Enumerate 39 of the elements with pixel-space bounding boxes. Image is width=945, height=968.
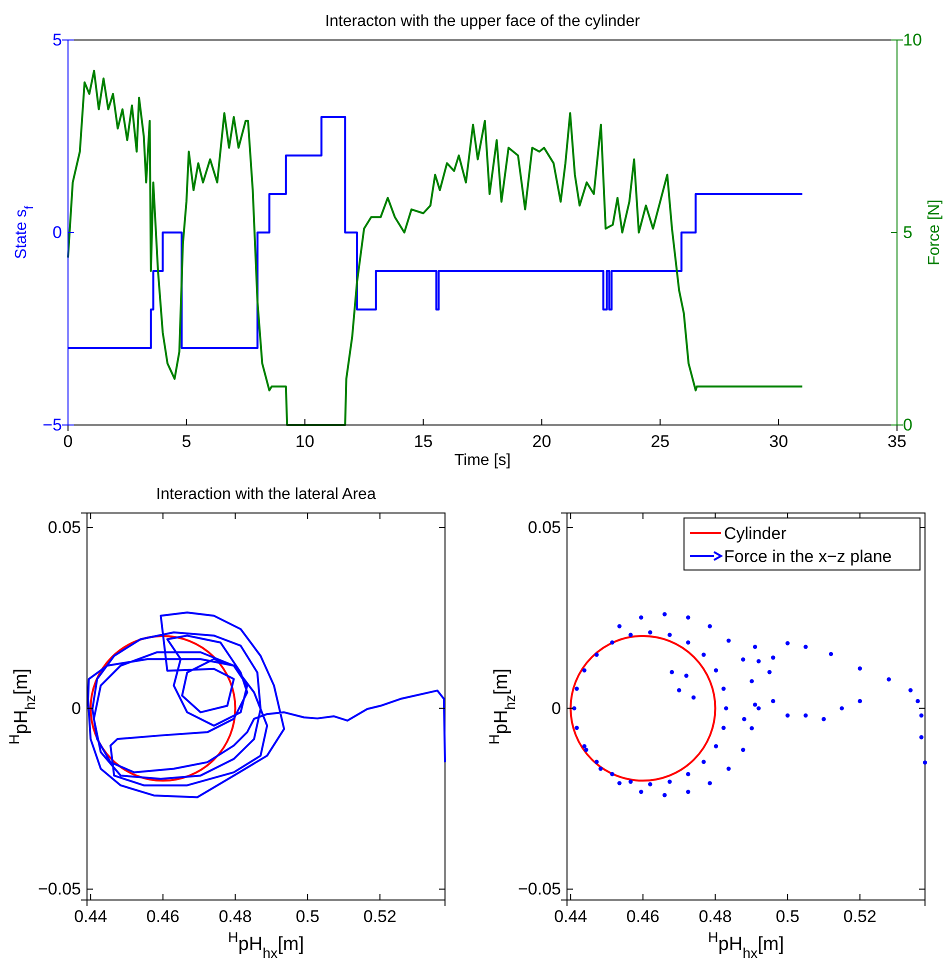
y-tick-label: −0.05 <box>518 880 561 899</box>
legend-label: Force in the x−z plane <box>724 547 892 566</box>
x-tick-label: 0.5 <box>296 907 320 926</box>
y2-axis-title: Force [N] <box>926 200 943 266</box>
y-tick-label: 0 <box>552 698 561 718</box>
y-tick-label: 0.05 <box>48 518 81 537</box>
x-tick-label: 0.46 <box>146 907 180 926</box>
x-tick-label: 0.52 <box>363 907 396 926</box>
x-axis-title: $^{H}$pH$_{hx}$[m] <box>228 930 304 962</box>
y-tick-label: 5 <box>52 30 62 50</box>
y-tick-label: 0.05 <box>528 518 561 537</box>
y2-tick-label: 5 <box>903 222 912 242</box>
x-axis-title: $^{H}$pH$_{hx}$[m] <box>708 930 784 962</box>
x-tick-label: 25 <box>650 432 670 452</box>
line-series <box>87 611 446 798</box>
x-tick-label: 0.5 <box>776 907 800 926</box>
x-tick-label: 0.48 <box>698 907 732 926</box>
x-axis-title: Time [s] <box>454 452 511 469</box>
x-tick-label: 0.48 <box>218 907 252 926</box>
line-series <box>67 70 804 426</box>
x-tick-label: 15 <box>414 432 433 452</box>
x-tick-label: 5 <box>182 432 192 452</box>
chart-title: Interacton with the upper face of the cylinder <box>325 13 641 30</box>
y-tick-label: 0 <box>52 222 62 242</box>
x-tick-label: 0.52 <box>843 907 876 926</box>
x-tick-label: 35 <box>888 432 906 452</box>
x-tick-label: 0.44 <box>554 907 588 926</box>
y2-tick-label: 10 <box>903 30 922 50</box>
y-tick-label: −5 <box>42 415 62 434</box>
chart-title: Interaction with the lateral Area <box>156 486 376 503</box>
x-tick-label: 20 <box>532 432 552 452</box>
x-tick-label: 30 <box>769 432 788 452</box>
annotation: Cylinder <box>724 524 787 543</box>
x-tick-label: 10 <box>295 432 314 452</box>
x-tick-label: 0.46 <box>626 907 660 926</box>
y-tick-label: 0 <box>72 698 81 718</box>
x-tick-label: 0.44 <box>74 907 108 926</box>
y2-tick-label: 0 <box>903 415 912 434</box>
y-tick-label: −0.05 <box>38 880 81 899</box>
